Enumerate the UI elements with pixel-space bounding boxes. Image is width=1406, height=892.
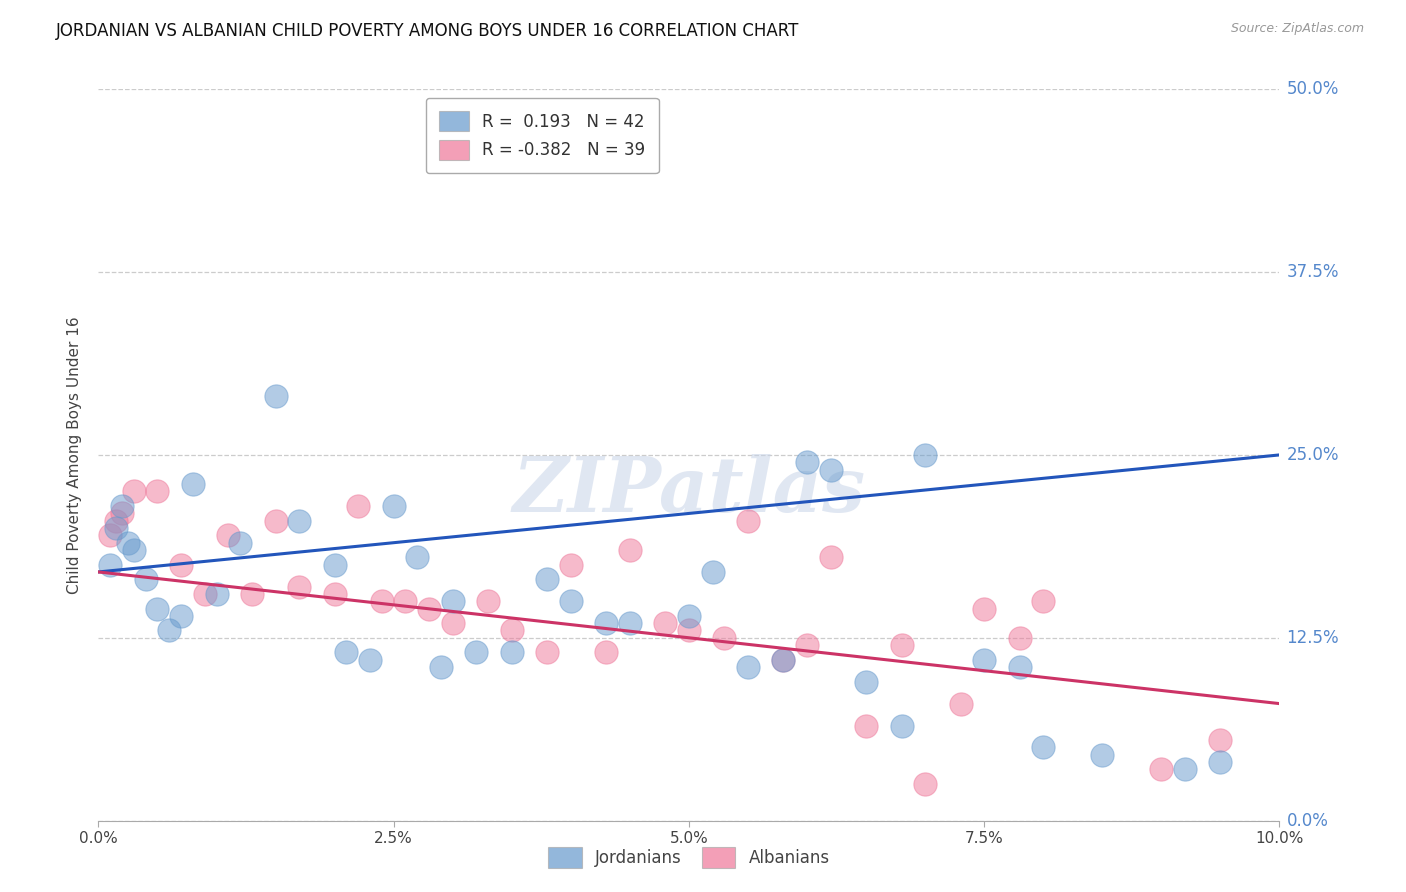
Point (430, 660, 453, 674)
Point (914, 448, 936, 462)
Point (170, 558, 193, 572)
Point (796, 638, 818, 652)
Point (737, 514, 759, 528)
Point (98, 528, 121, 542)
Point (914, 777, 936, 791)
Point (772, 653, 794, 667)
Point (111, 499, 134, 513)
Point (949, 697, 972, 711)
Point (1008, 631, 1031, 645)
Point (240, 587, 263, 601)
Point (477, 594, 499, 608)
Point (194, 587, 217, 601)
Text: 25.0%: 25.0% (1286, 446, 1339, 464)
Text: 12.5%: 12.5% (1286, 629, 1339, 647)
Point (1209, 733, 1232, 747)
Point (371, 594, 394, 608)
Point (890, 718, 912, 732)
Point (170, 608, 193, 623)
Point (146, 484, 169, 499)
Point (418, 601, 440, 615)
Point (820, 462, 842, 476)
Point (560, 558, 582, 572)
Point (1150, 763, 1173, 777)
Point (323, 558, 346, 572)
Point (264, 514, 287, 528)
Point (122, 484, 145, 499)
Point (1032, 594, 1054, 608)
Point (855, 674, 877, 689)
Point (181, 477, 204, 491)
Point (406, 550, 429, 565)
Point (394, 594, 416, 608)
Point (855, 718, 877, 732)
Point (654, 616, 676, 631)
Point (465, 645, 488, 659)
Point (536, 645, 558, 659)
Point (288, 580, 311, 594)
Point (135, 572, 157, 586)
Point (347, 499, 370, 513)
Text: 50.0%: 50.0% (1286, 80, 1339, 98)
Point (737, 660, 759, 674)
Point (1008, 660, 1031, 674)
Point (98, 558, 121, 572)
Point (382, 499, 405, 513)
Point (890, 638, 912, 652)
Point (105, 521, 128, 535)
Point (359, 653, 381, 667)
Point (973, 653, 995, 667)
Text: ZIPatlas: ZIPatlas (512, 455, 866, 528)
Point (595, 616, 617, 631)
Text: 37.5%: 37.5% (1286, 263, 1339, 281)
Point (536, 572, 558, 586)
Point (335, 645, 357, 659)
Point (702, 565, 724, 579)
Point (501, 624, 523, 638)
Point (678, 624, 700, 638)
Point (560, 594, 582, 608)
Point (205, 587, 228, 601)
Point (157, 624, 180, 638)
Point (713, 631, 735, 645)
Point (441, 594, 464, 608)
Point (288, 514, 311, 528)
Point (111, 507, 134, 521)
Point (619, 616, 641, 631)
Point (117, 535, 139, 549)
Point (264, 389, 287, 403)
Point (122, 543, 145, 558)
Text: Source: ZipAtlas.com: Source: ZipAtlas.com (1230, 22, 1364, 36)
Point (678, 608, 700, 623)
Y-axis label: Child Poverty Among Boys Under 16: Child Poverty Among Boys Under 16 (67, 316, 83, 594)
Point (595, 645, 617, 659)
Point (501, 645, 523, 659)
Legend: Jordanians, Albanians: Jordanians, Albanians (541, 841, 837, 874)
Point (105, 514, 128, 528)
Point (796, 455, 818, 469)
Text: 0.0%: 0.0% (1286, 812, 1329, 830)
Point (217, 528, 239, 542)
Point (772, 653, 794, 667)
Point (1091, 747, 1114, 762)
Point (1209, 755, 1232, 769)
Text: JORDANIAN VS ALBANIAN CHILD POVERTY AMONG BOYS UNDER 16 CORRELATION CHART: JORDANIAN VS ALBANIAN CHILD POVERTY AMON… (56, 22, 800, 40)
Point (229, 535, 252, 549)
Point (146, 601, 169, 615)
Point (1032, 740, 1054, 755)
Point (820, 550, 842, 565)
Point (973, 601, 995, 615)
Point (1174, 763, 1197, 777)
Point (619, 543, 641, 558)
Point (441, 616, 464, 631)
Point (323, 587, 346, 601)
